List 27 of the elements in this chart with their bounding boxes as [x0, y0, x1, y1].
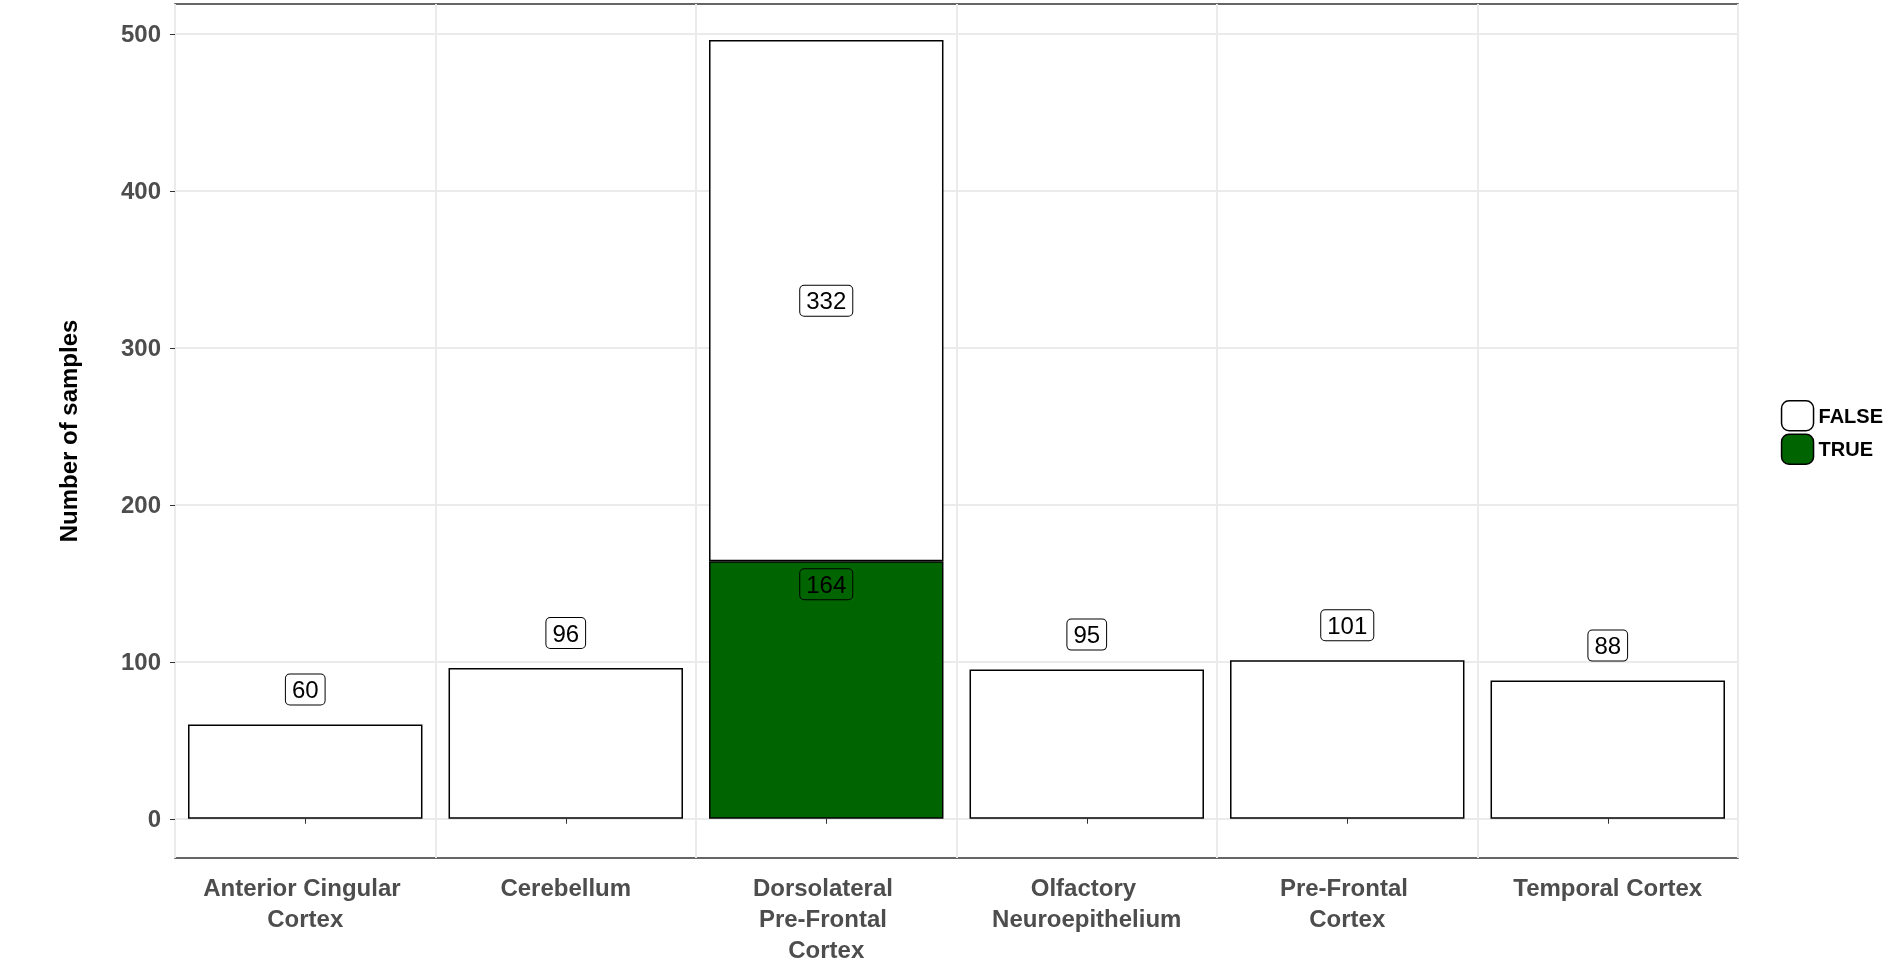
x-tick-label: Olfactory Neuroepithelium [992, 874, 1182, 932]
y-tick-label: 100 [120, 648, 161, 676]
y-tick-label: 400 [120, 177, 161, 205]
legend-label: FALSE [1818, 404, 1883, 427]
x-tick-label: Anterior Cingular Cortex [203, 874, 408, 932]
x-tick-label: Pre-Frontal Cortex [1279, 874, 1415, 932]
data-label: 95 [1073, 621, 1101, 649]
y-tick-label: 500 [120, 20, 161, 48]
x-tick-label: Cerebellum [500, 874, 632, 901]
data-label: 164 [806, 570, 847, 598]
bar [1490, 680, 1725, 819]
data-label: 60 [291, 676, 319, 704]
legend-label: TRUE [1818, 438, 1873, 461]
y-tick-label: 0 [147, 805, 161, 833]
bar [448, 668, 683, 819]
bar [1230, 660, 1465, 819]
x-tick-label: Temporal Cortex [1513, 874, 1703, 901]
x-tick-label: Dorsolateral Pre-Frontal Cortex [752, 874, 900, 963]
data-label: 88 [1594, 632, 1622, 660]
y-axis-title: Number of samples [54, 319, 82, 543]
bar [188, 724, 423, 819]
y-tick-label: 200 [120, 491, 161, 519]
bar [969, 669, 1204, 819]
data-label: 332 [806, 287, 847, 315]
y-tick-label: 300 [120, 334, 161, 362]
data-label: 101 [1327, 611, 1368, 639]
data-label: 96 [552, 619, 580, 647]
